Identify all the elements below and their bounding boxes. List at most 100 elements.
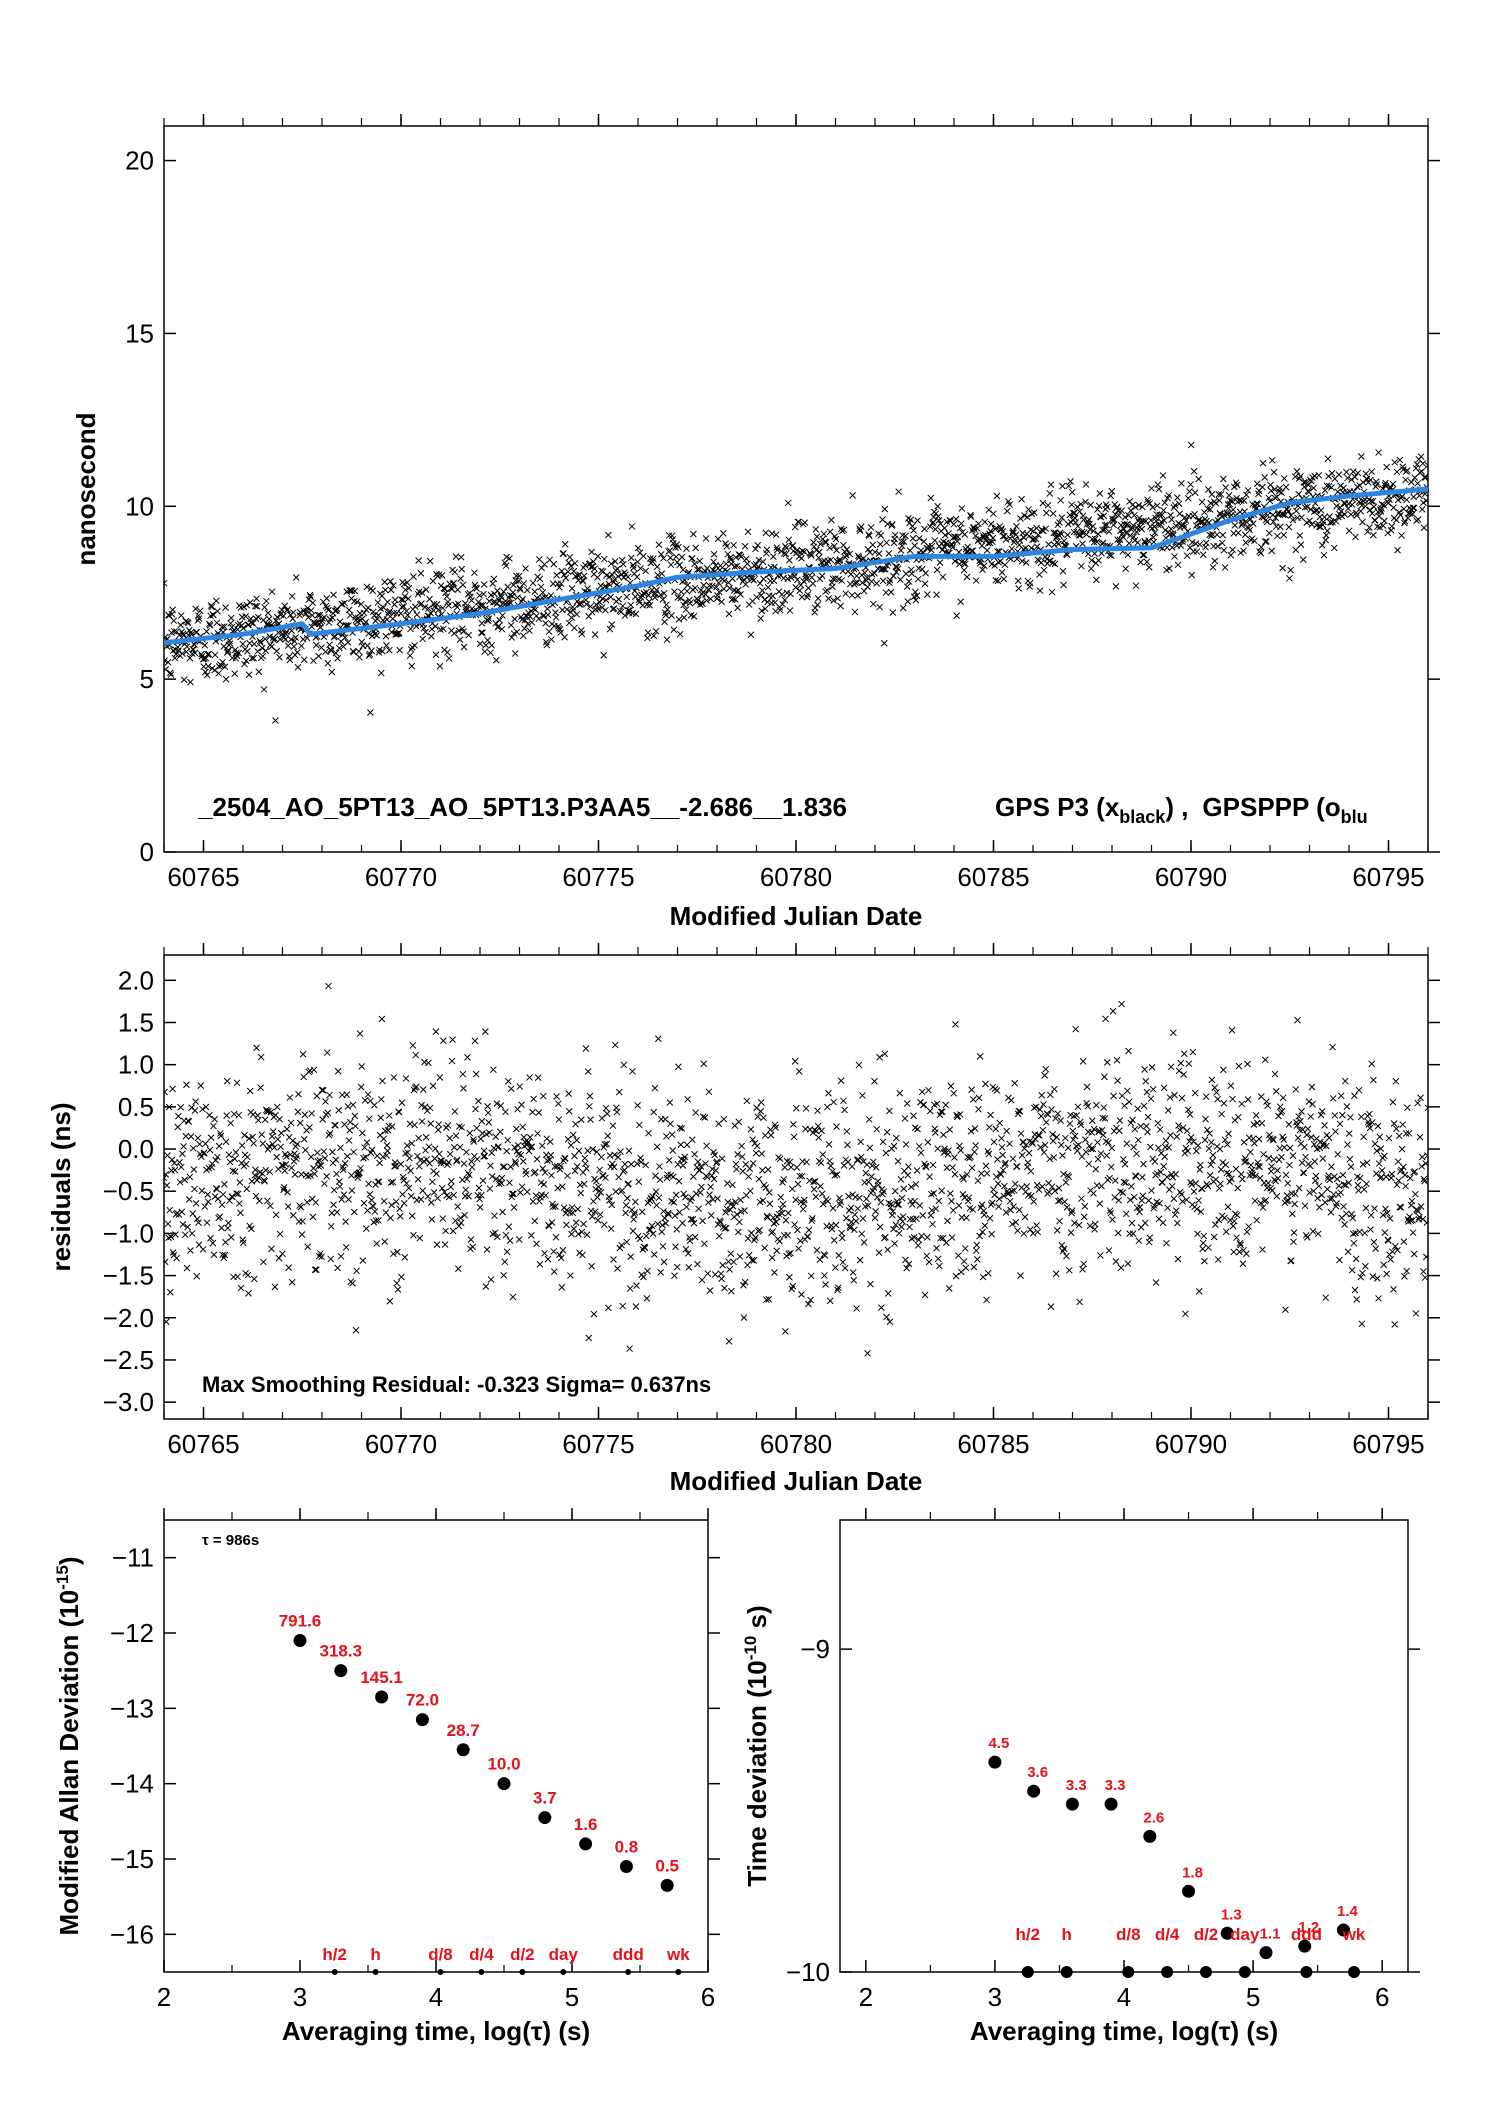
scatter-point — [531, 588, 539, 595]
scatter-point — [752, 545, 759, 553]
scatter-point — [629, 561, 637, 569]
scatter-point — [1149, 1085, 1157, 1093]
scatter-point — [1307, 1113, 1315, 1120]
scatter-point — [625, 1147, 633, 1155]
scatter-point — [892, 1134, 900, 1142]
scatter-point — [564, 1172, 571, 1180]
scatter-point — [1225, 504, 1232, 512]
scatter-point — [475, 1097, 482, 1105]
scatter-point — [185, 1118, 193, 1125]
scatter-series-residuals — [164, 982, 1428, 1357]
scatter-point — [589, 1145, 597, 1153]
scatter-point — [477, 1191, 485, 1199]
scatter-point — [1100, 512, 1108, 520]
scatter-point — [1359, 518, 1366, 526]
scatter-point — [994, 1180, 1002, 1187]
scatter-point — [249, 619, 257, 627]
scatter-point — [356, 1030, 364, 1038]
scatter-point — [243, 1185, 251, 1193]
scatter-point — [642, 567, 650, 575]
scatter-point — [283, 1125, 291, 1133]
scatter-point — [1074, 1103, 1082, 1111]
scatter-point — [799, 1205, 807, 1213]
x-tick-label: 60790 — [1155, 862, 1227, 892]
scatter-point — [606, 1197, 613, 1204]
scatter-point — [1122, 529, 1130, 537]
scatter-point — [1414, 1207, 1422, 1215]
scatter-point — [1357, 1273, 1365, 1281]
scatter-point — [886, 1107, 893, 1115]
scatter-point — [365, 630, 372, 637]
scatter-point — [168, 1156, 176, 1164]
scatter-point — [450, 1191, 458, 1199]
scatter-point — [1359, 1160, 1367, 1168]
scatter-point — [680, 1190, 687, 1198]
scatter-point — [322, 602, 330, 610]
scatter-point — [588, 608, 596, 616]
scatter-point — [675, 543, 682, 551]
residual-annotation: Max Smoothing Residual: -0.323 Sigma= 0.… — [202, 1372, 711, 1397]
scatter-point — [713, 1158, 721, 1166]
scatter-point — [985, 1150, 993, 1158]
scatter-point — [1240, 1138, 1248, 1146]
scatter-point — [668, 1197, 675, 1205]
scatter-point — [601, 583, 609, 590]
scatter-point — [1183, 552, 1191, 560]
scatter-point — [1198, 498, 1206, 506]
scatter-point — [683, 545, 690, 553]
scatter-point — [993, 492, 1001, 500]
scatter-point — [1367, 1226, 1374, 1233]
scatter-point — [636, 1121, 643, 1129]
scatter-point — [323, 604, 331, 612]
scatter-point — [476, 592, 483, 599]
scatter-point — [1270, 518, 1277, 526]
scatter-point — [571, 559, 579, 567]
scatter-point — [177, 612, 185, 619]
scatter-point — [382, 1209, 390, 1216]
scatter-point — [649, 555, 657, 563]
scatter-point — [1092, 1101, 1100, 1109]
scatter-point — [1081, 1203, 1089, 1210]
axis-ticks-adev: 2 3 4 5 6−16−15−14−13−12−11 — [110, 1508, 720, 2012]
scatter-point — [1120, 1178, 1128, 1186]
scatter-point — [603, 1110, 611, 1118]
scatter-point — [1375, 1295, 1382, 1302]
scatter-point — [1134, 1136, 1142, 1144]
scatter-point — [1079, 1058, 1087, 1065]
scatter-point — [583, 1231, 591, 1239]
scatter-point — [373, 615, 381, 623]
scatter-point — [675, 616, 683, 623]
scatter-point — [1028, 1192, 1035, 1200]
scatter-point — [326, 641, 333, 649]
scatter-point — [1212, 499, 1220, 507]
scatter-point — [811, 604, 819, 612]
scatter-point — [406, 1120, 414, 1128]
scatter-point — [1240, 497, 1248, 505]
scatter-point — [196, 607, 204, 615]
scatter-point — [1289, 1152, 1297, 1159]
scatter-point — [308, 1110, 316, 1117]
scatter-point — [929, 1161, 937, 1169]
scatter-point — [971, 1148, 978, 1156]
scatter-point — [1323, 482, 1331, 490]
scatter-point — [879, 577, 887, 585]
scatter-point — [913, 1215, 920, 1223]
scatter-point — [1018, 557, 1026, 565]
scatter-point — [1189, 1048, 1197, 1056]
scatter-point — [1091, 550, 1098, 557]
scatter-point — [525, 1147, 533, 1155]
scatter-point — [1068, 501, 1075, 509]
scatter-point — [1167, 1131, 1174, 1139]
scatter-point — [539, 1165, 547, 1172]
scatter-point — [602, 606, 609, 614]
scatter-point — [306, 1124, 313, 1131]
scatter-point — [549, 1203, 557, 1211]
scatter-point — [1258, 513, 1266, 521]
scatter-point — [1068, 1209, 1075, 1217]
scatter-point — [369, 608, 377, 616]
deviation-point — [1104, 1797, 1118, 1811]
deviation-point — [1259, 1946, 1273, 1960]
scatter-point — [1279, 1094, 1287, 1102]
scatter-point — [669, 1173, 677, 1181]
scatter-point — [544, 1157, 551, 1164]
